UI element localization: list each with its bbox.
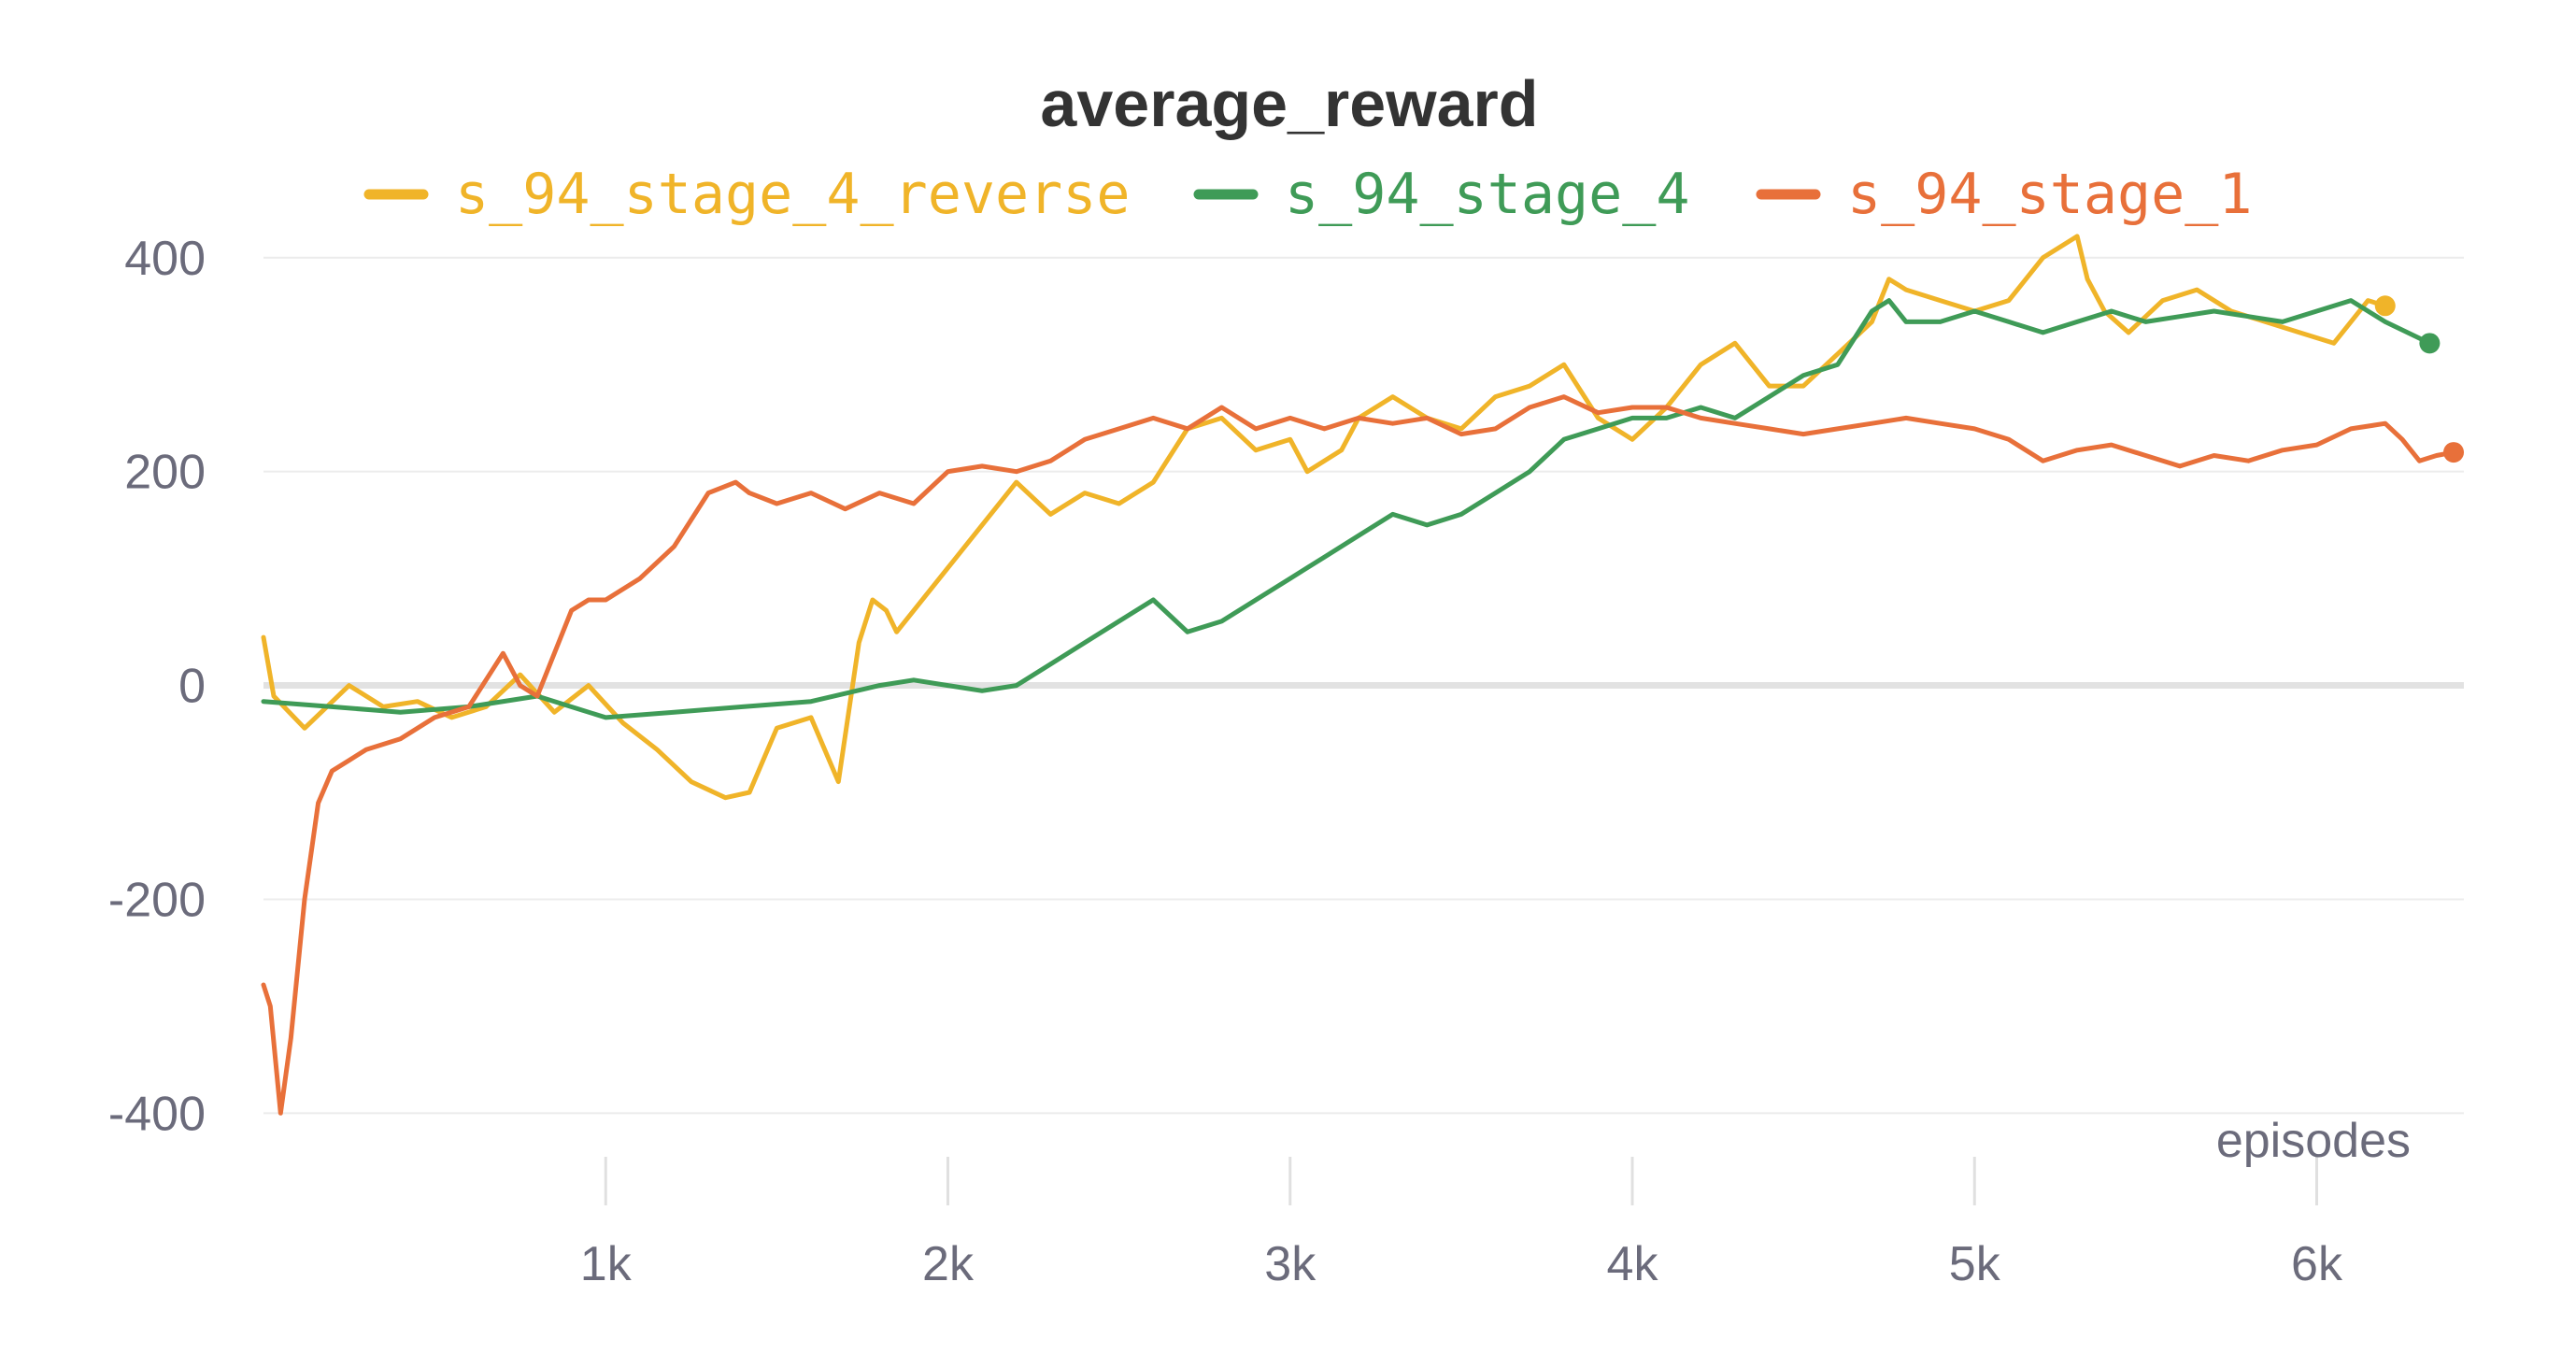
x-tick-label: 2k [922,1237,975,1291]
y-tick-label: 400 [124,232,206,286]
y-tick-label: -200 [108,873,206,927]
series-s_94_stage_4 [261,298,2441,720]
x-tick-label: 3k [1264,1237,1316,1291]
series-end-marker [2443,442,2465,463]
legend-entry: s_94_stage_4 [1193,162,1689,227]
series-line [261,234,2388,801]
legend-entry: s_94_stage_4_reverse [363,162,1130,227]
y-axis: -400 -200 0 200 400 [108,232,206,1142]
x-tick-label: 5k [1949,1237,2001,1291]
y-tick-label: -400 [108,1087,206,1141]
series-end-marker [2419,333,2441,354]
y-tick-label: 200 [124,446,206,500]
series-line [261,298,2432,720]
x-tick-label: 6k [2291,1237,2343,1291]
x-tick-label: 1k [580,1237,633,1291]
x-tick-label: 4k [1607,1237,1659,1291]
series-line [261,394,2456,1116]
legend-entry: s_94_stage_1 [1756,162,2252,227]
legend-label: s_94_stage_4_reverse [455,162,1130,227]
series-end-marker [2374,295,2396,317]
series-layer [261,234,2465,1116]
y-tick-label: 0 [178,660,206,714]
x-axis: 1k 2k 3k 4k 5k 6k [580,1157,2343,1291]
chart-title: average_reward [1040,67,1538,140]
x-axis-label: episodes [2216,1114,2411,1168]
legend-label: s_94_stage_4 [1285,162,1689,227]
series-s_94_stage_1 [261,394,2465,1116]
series-s_94_stage_4_reverse [261,234,2396,801]
legend: s_94_stage_4_reverse s_94_stage_4 s_94_sta… [363,162,2252,227]
legend-label: s_94_stage_1 [1847,162,2252,227]
gridlines [263,256,2464,1115]
